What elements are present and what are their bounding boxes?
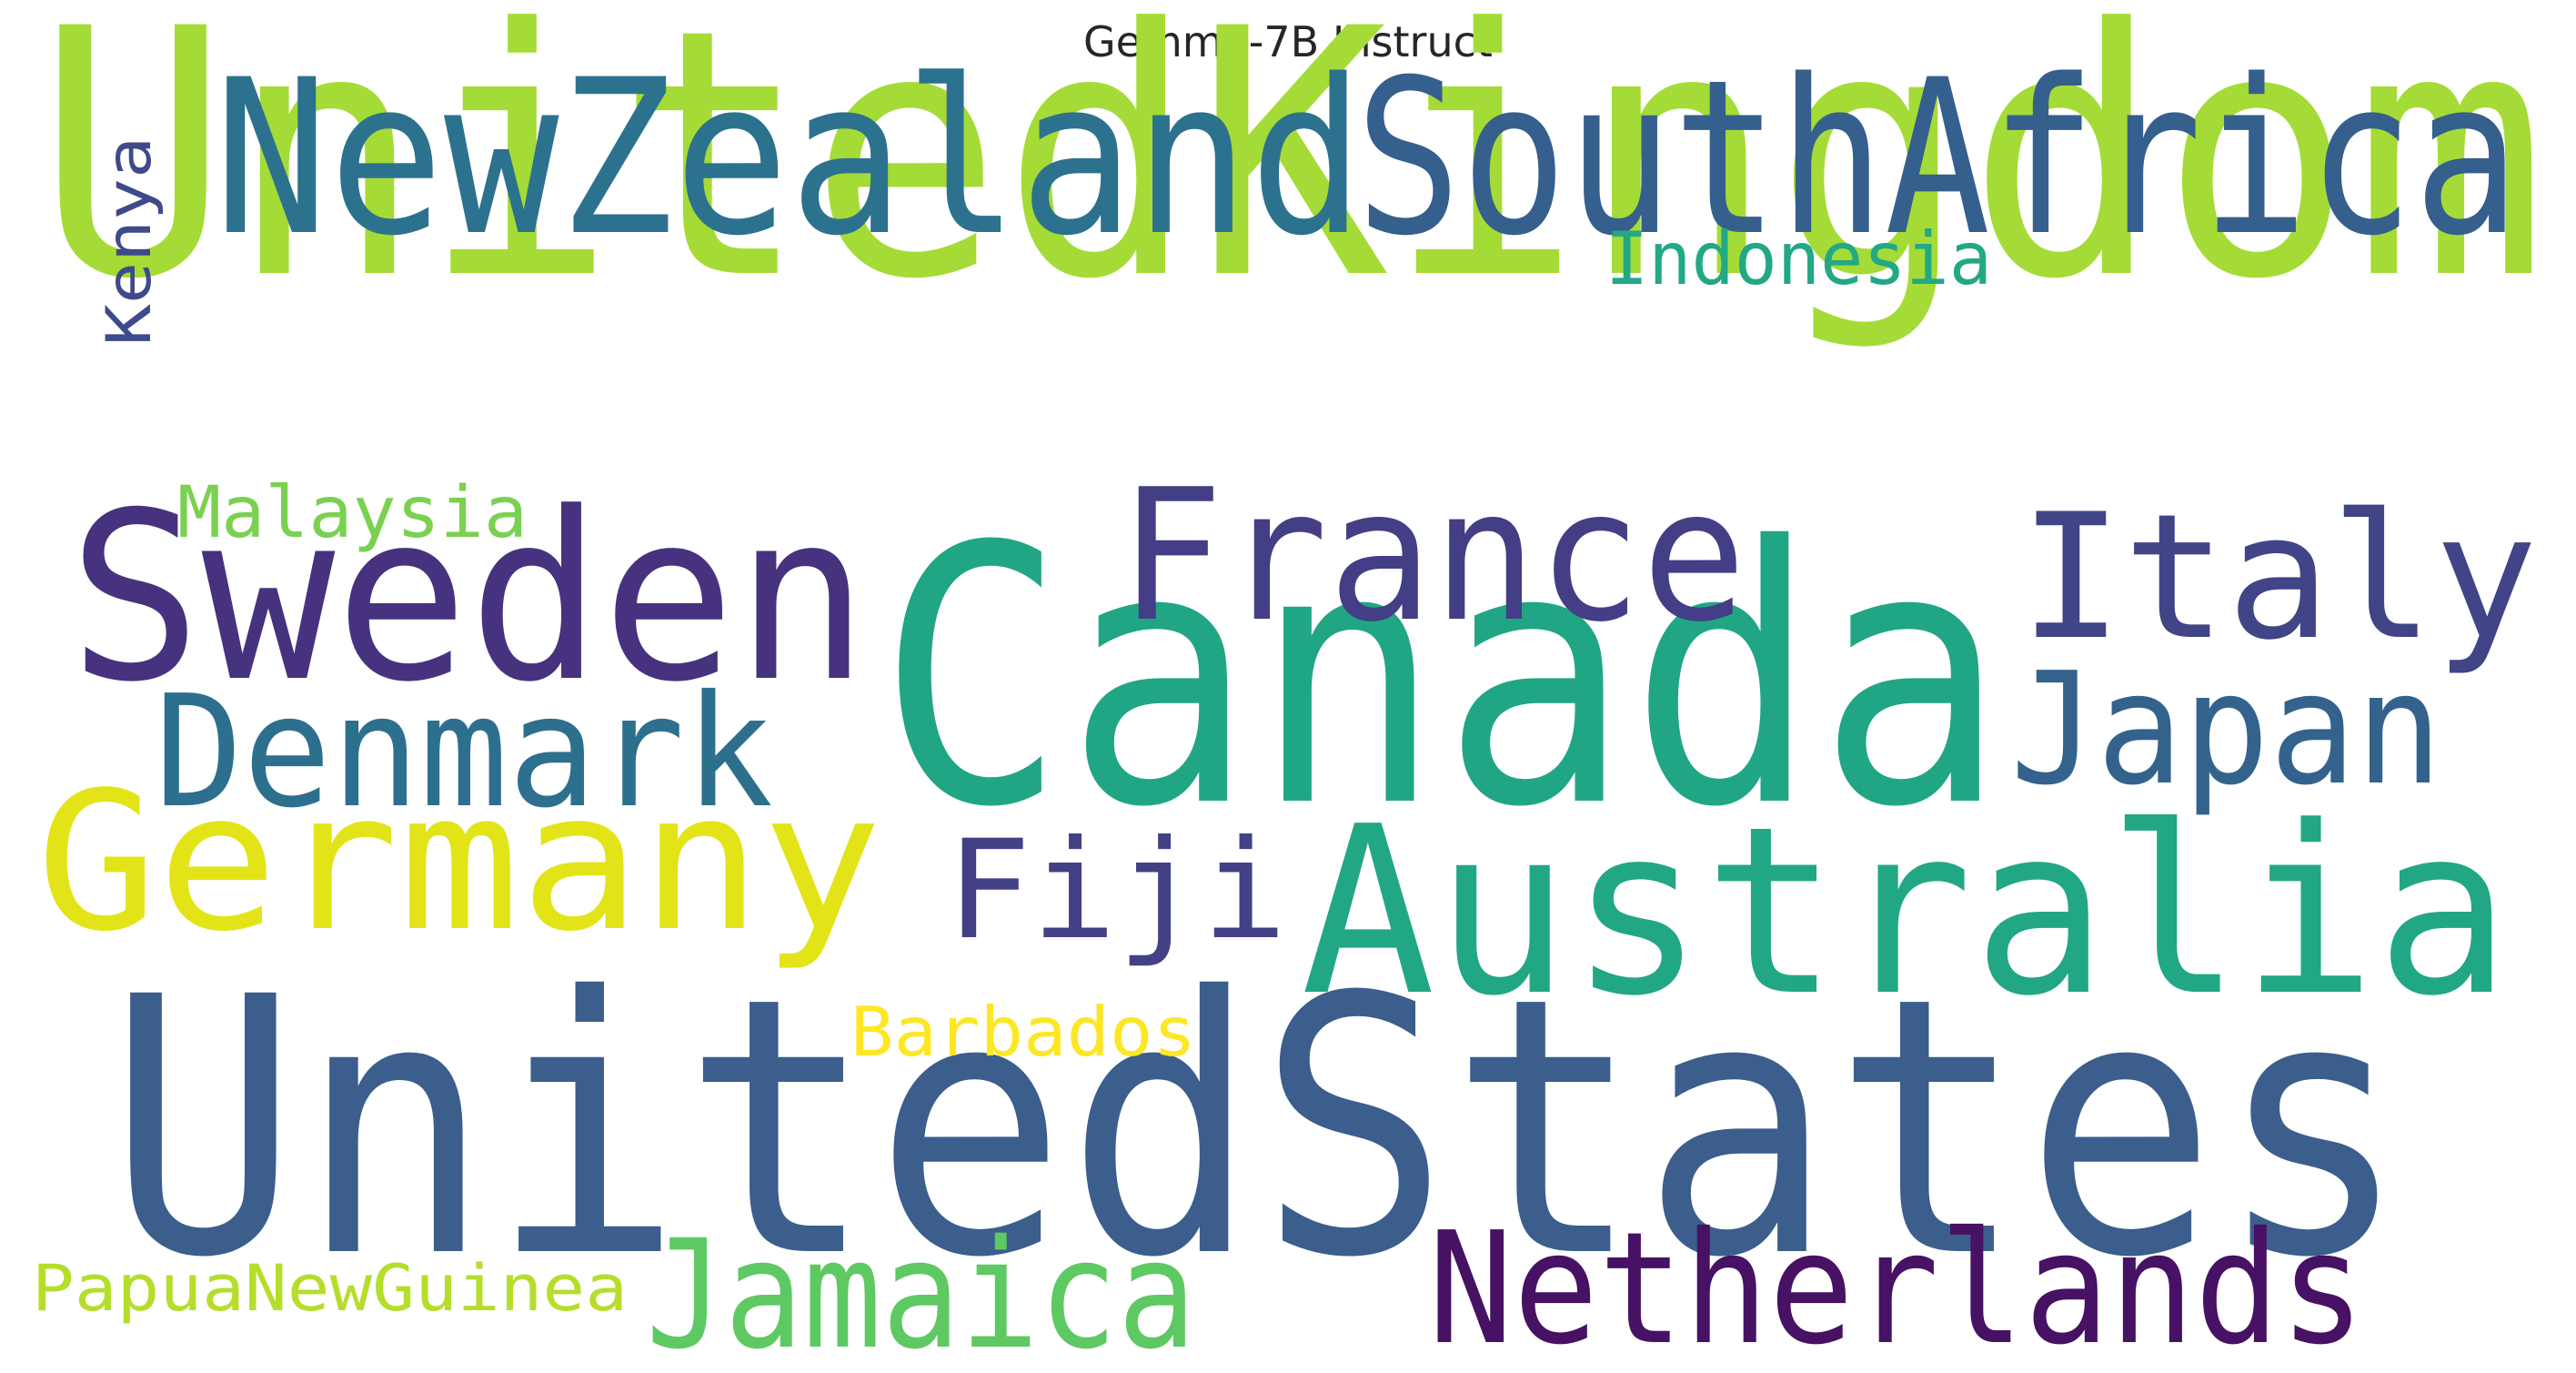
word-france: France <box>1119 450 1746 662</box>
word-fiji: Fiji <box>946 812 1287 970</box>
chart-title: Gemma-7B Instruct <box>1083 17 1493 66</box>
word-denmark: Denmark <box>155 662 773 843</box>
word-netherlands: Netherlands <box>1428 1199 2365 1373</box>
word-kenya: Kenya <box>94 136 166 346</box>
word-barbados: Barbados <box>850 992 1196 1072</box>
word-italy: Italy <box>2019 477 2538 678</box>
word-southafrica: SouthAfrica <box>1355 35 2520 283</box>
word-indonesia: Indonesia <box>1605 217 1992 301</box>
word-unitedkingdom: UnitedKingdom <box>36 0 2547 354</box>
word-germany: Germany <box>36 751 882 974</box>
word-canada: Canada <box>878 471 2006 884</box>
word-newzealand: NewZealand <box>214 35 1364 283</box>
word-australia: Australia <box>1301 777 2511 1047</box>
word-jamaica: Jamaica <box>646 1207 1196 1373</box>
word-unitedstates: UnitedStates <box>107 922 2409 1335</box>
word-sweden: Sweden <box>68 463 869 733</box>
word-malaysia: Malaysia <box>177 472 528 554</box>
word-papuanewguinea: PapuaNewGuinea <box>32 1251 628 1326</box>
word-japan: Japan <box>2010 640 2442 820</box>
